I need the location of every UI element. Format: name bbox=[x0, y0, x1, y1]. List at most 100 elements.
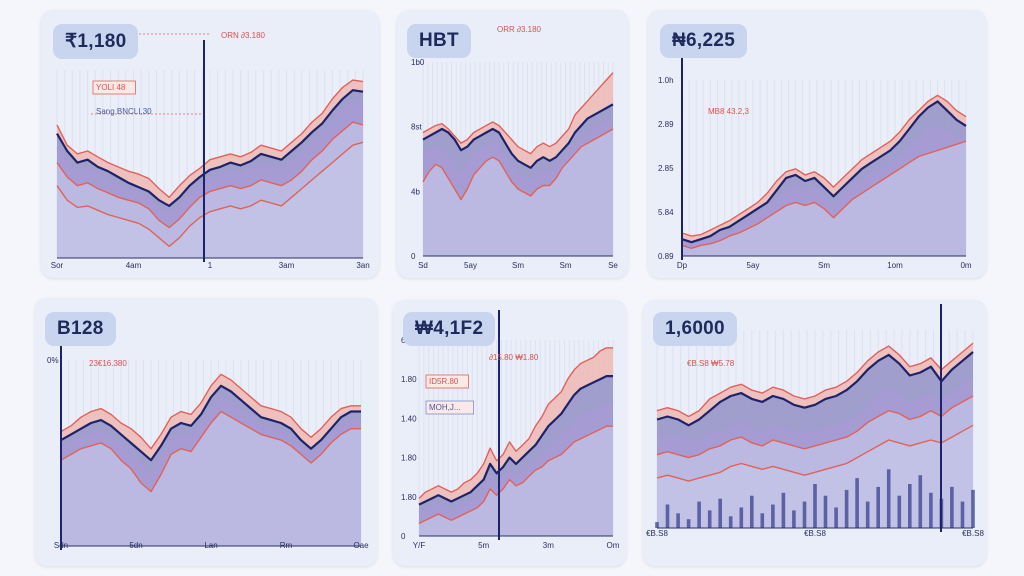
annotation-label: MOH,J... bbox=[429, 403, 461, 412]
series-line-3 bbox=[60, 396, 361, 476]
x-tick-label: 4am bbox=[126, 261, 142, 270]
y-tick-label: 2.89 bbox=[658, 120, 674, 129]
series-line-1 bbox=[681, 94, 967, 237]
volume-bar bbox=[718, 498, 722, 528]
x-tick-label: 1om bbox=[887, 261, 903, 270]
chart-panel-1: Sor 4am 1 3am 3an ORN ∂3.180 YOLI 48 Sang BNCLI… bbox=[41, 10, 379, 278]
x-tick-label: Se bbox=[608, 261, 618, 270]
series-area-4 bbox=[682, 141, 966, 256]
x-tick-label: Lan bbox=[204, 541, 217, 550]
x-tick-label: Sor bbox=[51, 261, 64, 270]
annotation-label: €B.S8 ₩5.78 bbox=[687, 359, 735, 368]
x-tick-label: 5ay bbox=[464, 261, 477, 270]
series-line-1 bbox=[418, 347, 613, 499]
volume-bar bbox=[844, 489, 849, 528]
annotation-box bbox=[92, 80, 136, 95]
y-tick-label: 0 bbox=[401, 532, 406, 541]
series-line-2 bbox=[422, 103, 614, 169]
y-tick-label: 0% bbox=[47, 356, 59, 365]
x-tick-label: 3m bbox=[543, 541, 554, 550]
price-badge-3: ₦6,225 bbox=[660, 24, 748, 58]
series-line-1 bbox=[422, 72, 614, 155]
series-line-4 bbox=[56, 121, 364, 229]
volume-bar bbox=[823, 495, 828, 528]
chart-panel-4: 0% Sdn 5dn Lan Rm Oae 23€16.380 B128 bbox=[35, 298, 377, 566]
series-line-2 bbox=[60, 384, 361, 462]
series-line-3 bbox=[418, 403, 613, 515]
volume-bar bbox=[781, 492, 786, 528]
series-line-1 bbox=[656, 342, 974, 418]
annotation-box bbox=[425, 374, 469, 389]
x-tick-label: Sd bbox=[418, 261, 428, 270]
x-tick-label: 3am bbox=[279, 261, 295, 270]
annotation-label: ORN ∂3.180 bbox=[221, 31, 266, 40]
volume-bar bbox=[897, 495, 902, 528]
series-line-1 bbox=[56, 79, 364, 198]
y-tick-label: 1.80 bbox=[401, 375, 417, 384]
chart-panel-6: €B.S8 €B.S8 €B.S8 €B.S8 ₩5.78 1,6000 bbox=[643, 300, 986, 566]
x-tick-label: 5ay bbox=[747, 261, 760, 270]
volume-bar bbox=[813, 484, 817, 528]
series-line-2 bbox=[681, 100, 967, 244]
chart-svg-3: 0.89 5.84 2.85 2.89 1.0h Dp 5ay Sm 1om 0m MB8 43.2… bbox=[658, 50, 972, 270]
volume-bar bbox=[802, 501, 807, 528]
chart-panel-2: 0 4b 8st 1b0 Sd 5ay Sm Sm Se ORR ∂3.180 HBT bbox=[397, 10, 628, 278]
annotation-label: YOLI 48 bbox=[96, 83, 126, 92]
x-tick-label: 5m bbox=[478, 541, 489, 550]
volume-bar bbox=[876, 486, 880, 528]
volume-bar bbox=[886, 469, 891, 528]
price-badge-4: B128 bbox=[45, 312, 116, 346]
series-area-4 bbox=[61, 411, 361, 546]
series-area-4 bbox=[419, 426, 613, 536]
annotation-label: MB8 43.2,3 bbox=[708, 107, 749, 116]
series-area-4 bbox=[423, 129, 613, 256]
volume-bar bbox=[771, 504, 775, 528]
volume-bar bbox=[834, 507, 838, 528]
x-tick-label: Rm bbox=[280, 541, 293, 550]
volume-bar bbox=[750, 495, 754, 528]
annotation-label: ORR ∂3.180 bbox=[497, 25, 542, 34]
annotation-label: ∂15.80 ₩1.80 bbox=[489, 353, 539, 362]
series-line-3 bbox=[422, 117, 614, 183]
y-tick-label: 0 bbox=[411, 252, 416, 261]
x-tick-label: Dp bbox=[677, 261, 688, 270]
y-tick-label: 1.80 bbox=[401, 454, 417, 463]
series-area-5 bbox=[657, 425, 973, 528]
series-line-5 bbox=[656, 424, 974, 482]
series-line-4 bbox=[681, 140, 967, 249]
y-tick-label: 1.80 bbox=[401, 493, 417, 502]
y-tick-label: 2.85 bbox=[658, 164, 674, 173]
series-line-2 bbox=[56, 89, 364, 207]
volume-bar bbox=[865, 501, 870, 528]
volume-bar bbox=[760, 513, 765, 528]
volume-bar bbox=[655, 522, 659, 528]
chart-svg-6: €B.S8 €B.S8 €B.S8 €B.S8 ₩5.78 bbox=[646, 304, 984, 538]
y-tick-label: 1b0 bbox=[411, 58, 425, 67]
volume-bar bbox=[855, 478, 859, 528]
series-area-5 bbox=[57, 142, 363, 258]
chart-panel-3: 0.89 5.84 2.85 2.89 1.0h Dp 5ay Sm 1om 0m MB8 43.2… bbox=[648, 10, 986, 278]
price-badge-5: ₩4,1F2 bbox=[403, 312, 496, 346]
price-badge-2: HBT bbox=[407, 24, 471, 58]
volume-bar bbox=[707, 510, 712, 528]
series-line-1 bbox=[60, 373, 361, 450]
volume-bar bbox=[739, 507, 744, 528]
annotation-label: 23€16.380 bbox=[89, 359, 127, 368]
volume-bar bbox=[971, 489, 975, 528]
series-line-3 bbox=[681, 125, 967, 246]
series-line-3 bbox=[656, 377, 974, 441]
x-tick-label: Sm bbox=[560, 261, 572, 270]
annotation-label: ID5R.80 bbox=[429, 377, 459, 386]
x-tick-label: Oae bbox=[353, 541, 369, 550]
series-line-4 bbox=[60, 410, 361, 493]
annotation-label: Sang BNCLI,30 bbox=[96, 107, 152, 116]
series-line-4 bbox=[656, 395, 974, 459]
chart-svg-2: 0 4b 8st 1b0 Sd 5ay Sm Sm Se ORR ∂3.180 bbox=[411, 25, 618, 270]
volume-bar bbox=[792, 510, 796, 528]
x-tick-label: Sm bbox=[818, 261, 830, 270]
y-tick-label: 1.40 bbox=[401, 414, 417, 423]
x-tick-label: €B.S8 bbox=[646, 529, 668, 538]
series-line-2 bbox=[656, 351, 974, 427]
chart-svg-4: 0% Sdn 5dn Lan Rm Oae 23€16.380 bbox=[47, 330, 369, 550]
y-tick-label: 4b bbox=[411, 187, 420, 196]
